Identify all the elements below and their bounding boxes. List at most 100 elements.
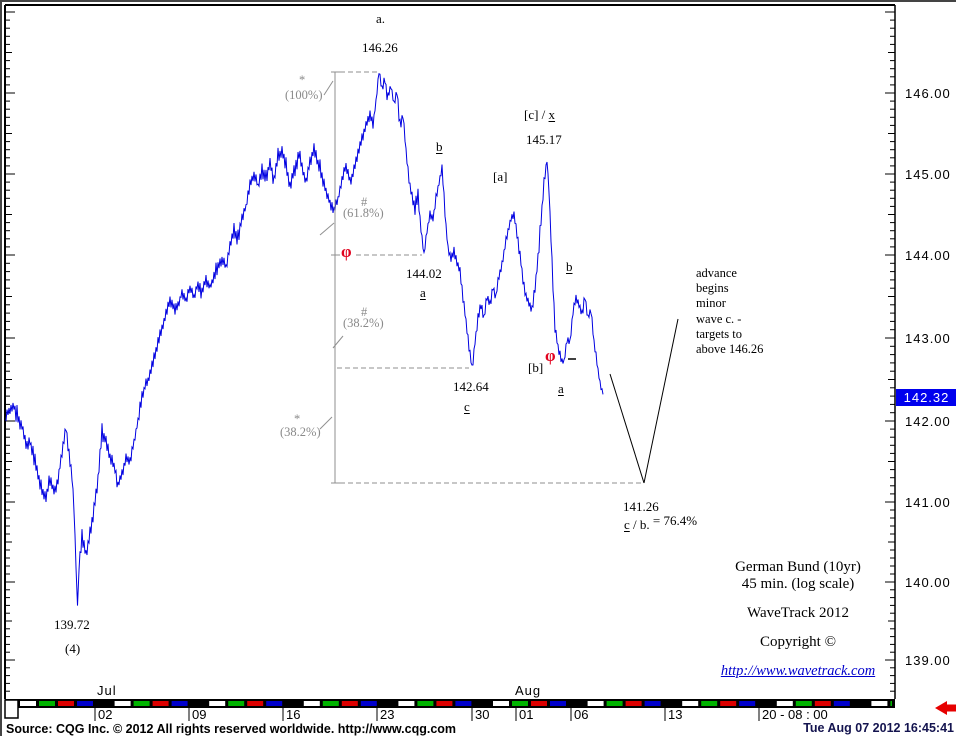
- session-segment: [417, 701, 434, 706]
- last-price-badge: 142.32: [896, 389, 956, 406]
- price-142-64: 142.64: [453, 379, 489, 394]
- wave-b1: b: [436, 139, 443, 154]
- price-high-label: 146.26: [362, 40, 398, 55]
- wave-a1: a: [420, 285, 426, 300]
- brand-label: WaveTrack 2012: [747, 605, 849, 621]
- session-segment: [39, 701, 55, 706]
- note-line: minor: [696, 296, 726, 311]
- price-145-17: 145.17: [526, 132, 562, 147]
- wave-bracket-a: [a]: [493, 169, 508, 184]
- price-139-72: 139.72: [54, 617, 90, 632]
- fib-pct-382-low: (38.2%): [280, 425, 321, 439]
- session-segment: [833, 701, 850, 706]
- timeframe-label: 45 min. (log scale): [741, 576, 855, 592]
- fib-hash-618: #: [361, 195, 368, 209]
- fib-star-100: *: [299, 73, 306, 87]
- month-label: Aug: [515, 683, 542, 698]
- wave-c1: c: [464, 399, 470, 414]
- time-axis-label: 02: [98, 707, 113, 722]
- fib-pct-382: (38.2%): [343, 316, 384, 330]
- wave-a2: a: [558, 381, 564, 396]
- price-axis-label: 139.00: [905, 653, 951, 668]
- price-line: [5, 72, 604, 606]
- price-axis-label: 143.00: [905, 331, 951, 346]
- time-axis-label: 23: [380, 707, 395, 722]
- session-segment: [890, 701, 892, 706]
- session-segment: [247, 701, 264, 706]
- instrument-title: German Bund (10yr): [735, 559, 861, 575]
- price-144-02: 144.02: [406, 266, 442, 281]
- wave-bracket-b: [b]: [528, 360, 544, 375]
- session-segment: [171, 701, 188, 706]
- note-line: begins: [696, 281, 729, 296]
- session-segment: [776, 701, 793, 706]
- price-axis-label: 141.00: [905, 495, 951, 510]
- wave-label-a-top: a.: [376, 11, 386, 26]
- time-axis-label: 09: [192, 707, 207, 722]
- session-segment: [701, 701, 718, 706]
- ratio-label: c / b. = 76.4%: [624, 513, 698, 532]
- session-segment: [512, 701, 528, 706]
- note-line: advance: [696, 266, 737, 280]
- session-segment: [455, 701, 472, 706]
- time-axis-label: 16: [286, 707, 301, 722]
- timestamp: Tue Aug 07 2012 16:45:41: [803, 721, 954, 735]
- price-axis-label: 140.00: [905, 575, 951, 590]
- session-segment: [795, 701, 812, 706]
- time-axis-label: 06: [574, 707, 589, 722]
- session-segment: [77, 701, 93, 706]
- phi-marker-1: φ: [341, 242, 352, 261]
- time-axis-label: 01: [519, 707, 534, 722]
- copyright-label: Copyright ©: [760, 634, 836, 650]
- session-segment: [493, 701, 509, 706]
- session-segment: [398, 701, 415, 706]
- corner-box: [4, 699, 19, 719]
- time-axis-label: 30: [475, 707, 490, 722]
- phi-marker-2: φ: [545, 346, 556, 365]
- projection-v-line: [609, 373, 645, 484]
- month-label: Jul: [97, 683, 117, 698]
- fib-pct-100: (100%): [285, 88, 323, 102]
- session-segment: [720, 701, 737, 706]
- session-segment: [625, 701, 642, 706]
- time-axis-label: 20 - 08 : 00: [762, 707, 828, 722]
- fib-pointer: [323, 80, 334, 96]
- session-segment: [322, 701, 339, 706]
- session-segment: [20, 701, 36, 706]
- time-axis-label: 13: [668, 707, 683, 722]
- fib-pct-618: (61.8%): [343, 206, 384, 220]
- session-segment: [550, 701, 566, 706]
- price-axis-label: 145.00: [905, 167, 951, 182]
- wavetrack-link[interactable]: http://www.wavetrack.com: [720, 663, 876, 679]
- session-segment: [739, 701, 756, 706]
- wave-4: (4): [65, 641, 81, 656]
- note-line: targets to: [696, 326, 742, 341]
- scroll-left-arrow-icon[interactable]: [935, 701, 956, 715]
- wave-c-x: [c] / x: [524, 107, 556, 122]
- note-line: wave c. -: [696, 311, 742, 326]
- session-segment: [814, 701, 831, 706]
- session-segment: [133, 701, 150, 706]
- price-axis-label: 142.00: [905, 414, 951, 429]
- session-segment: [871, 701, 888, 706]
- session-segment: [587, 701, 604, 706]
- session-segment: [303, 701, 320, 706]
- session-segment: [644, 701, 661, 706]
- session-segment: [114, 701, 131, 706]
- fib-pointer: [319, 222, 335, 236]
- session-segment: [682, 701, 699, 706]
- price-141-26: 141.26: [623, 499, 659, 514]
- wave-b2: b: [566, 259, 573, 274]
- price-axis-label: 146.00: [905, 86, 951, 101]
- session-segment: [360, 701, 377, 706]
- fib-pointer: [332, 335, 344, 349]
- session-segment: [341, 701, 358, 706]
- session-segment: [209, 701, 226, 706]
- fib-pointer: [319, 416, 333, 430]
- session-segment: [436, 701, 453, 706]
- session-segment: [58, 701, 74, 706]
- fib-hash-382: #: [361, 305, 368, 319]
- session-segment: [266, 701, 283, 706]
